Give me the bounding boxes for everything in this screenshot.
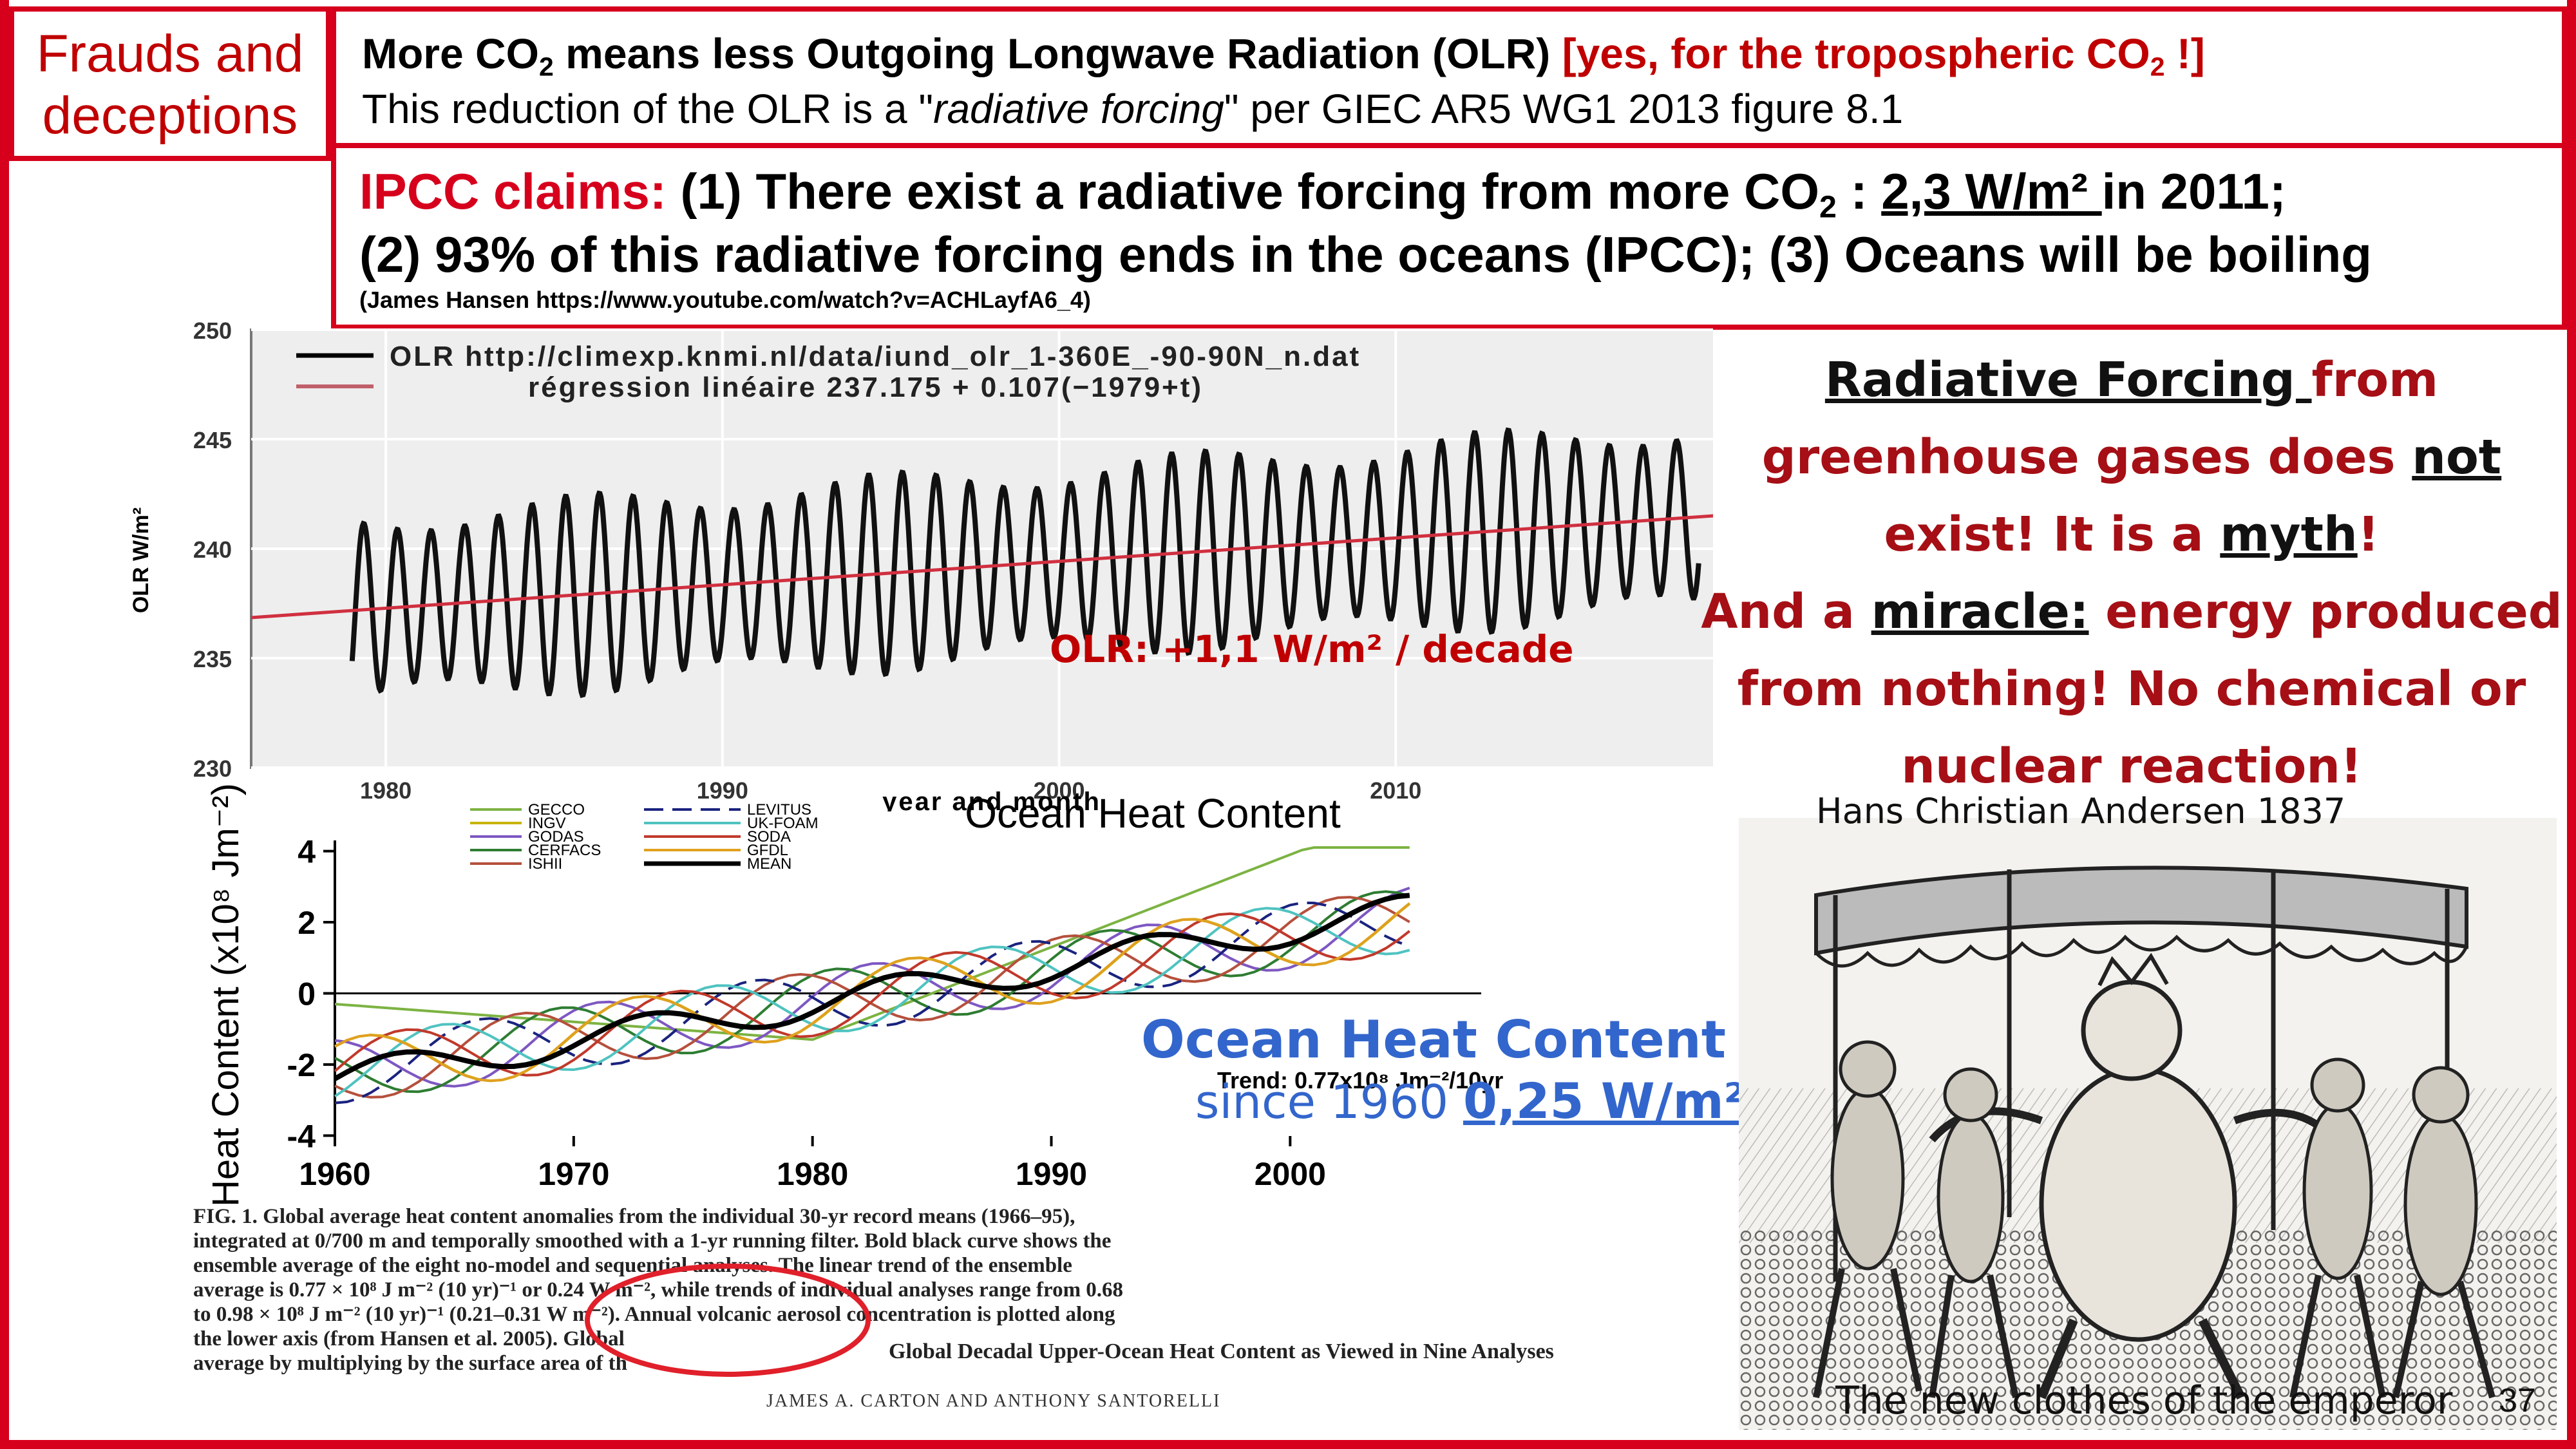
- caption-lines: FIG. 1. Global average heat content anom…: [193, 1204, 1674, 1376]
- header-line-2: This reduction of the OLR is a "radiativ…: [362, 86, 1904, 132]
- ohc-ylabel: Heat Content (x10⁸ Jm⁻²): [205, 783, 247, 1207]
- caption-line: to 0.98 × 10⁸ J m⁻² (10 yr)⁻¹ (0.21–0.31…: [193, 1303, 1115, 1326]
- ohc-legend-label: INGV: [528, 815, 566, 832]
- ipcc-claims-box: IPCC claims: (1) There exist a radiative…: [331, 143, 2567, 330]
- olr-x-tick: 1980: [360, 777, 412, 804]
- tag-line-2: deceptions: [42, 86, 298, 145]
- image-caption: The new clothes of the emperor: [1835, 1378, 2453, 1423]
- olr-y-tick: 230: [193, 755, 232, 782]
- ohc-overlay-since: since 1960 0,25 W/m²: [1195, 1072, 1745, 1130]
- olr-x-tick: 2010: [1370, 777, 1421, 804]
- header-box: More CO2 means less Outgoing Longwave Ra…: [331, 6, 2567, 148]
- paper-title: Global Decadal Upper-Ocean Heat Content …: [889, 1340, 1554, 1363]
- ohc-x-tick: 1960: [299, 1156, 370, 1192]
- page-number: 37: [2499, 1382, 2536, 1419]
- header-red-note: [yes, for the tropospheric CO2 !]: [1562, 30, 2205, 82]
- ohc-series-uk-foam: [334, 907, 1410, 1098]
- radiative-forcing-statement: Radiative Forcing from greenhouse gases …: [1701, 352, 2562, 794]
- ohc-legend-label: GFDL: [747, 842, 788, 859]
- forcing-value: 2,3 W/m²: [1881, 163, 2102, 220]
- ohc-legend-label: LEVITUS: [747, 801, 811, 819]
- ohc-y-tick: -2: [287, 1047, 316, 1083]
- claims-label: IPCC claims:: [359, 163, 667, 220]
- image-credit: Hans Christian Andersen 1837: [1816, 791, 2346, 831]
- olr-y-tick: 245: [193, 427, 232, 453]
- ohc-legend-label: CERFACS: [528, 842, 601, 859]
- ohc-legend-label: ISHII: [528, 855, 562, 873]
- caption-line: integrated at 0/700 m and temporally smo…: [193, 1229, 1112, 1253]
- olr-series-line: [349, 427, 1701, 698]
- ohc-legend-label: UK-FOAM: [747, 815, 819, 832]
- ohc-series-cerfacs: [334, 890, 1410, 1094]
- ohc-legend-label: MEAN: [747, 855, 791, 873]
- claims-source: (James Hansen https://www.youtube.com/wa…: [359, 287, 1091, 313]
- ohc-x-tick: 1980: [777, 1156, 848, 1192]
- ohc-legend-label: GODAS: [528, 828, 584, 846]
- caption-line: ensemble average of the eight no-model a…: [193, 1254, 1072, 1277]
- caption-line: average by multiplying by the surface ar…: [193, 1352, 628, 1375]
- red-circle-annotation: [585, 1264, 871, 1377]
- claims-line-1: IPCC claims: (1) There exist a radiative…: [359, 163, 2286, 225]
- ohc-x-tick: 1970: [538, 1156, 609, 1192]
- ohc-series-ishii: [334, 896, 1410, 1099]
- olr-legend-1: OLR http://climexp.knmi.nl/data/iund_olr…: [390, 341, 1361, 372]
- ohc-y-tick: 0: [298, 976, 316, 1012]
- ohc-overlay-value: 0,25 W/m²: [1463, 1072, 1745, 1130]
- ohc-series-mean: [334, 893, 1410, 1081]
- olr-y-tick: 235: [193, 646, 232, 672]
- ohc-title: Ocean Heat Content: [965, 790, 1341, 837]
- emperor-illustration: [1739, 818, 2557, 1430]
- ohc-chart: Ocean Heat Content GECCOINGVGODASCERFACS…: [205, 783, 1503, 1207]
- olr-trend-note: OLR: +1,1 W/m² / decade: [1050, 627, 1574, 671]
- ohc-overlay: Ocean Heat Content since 1960 0,25 W/m²: [1133, 1008, 1745, 1131]
- olr-x-tick: 2000: [1033, 777, 1084, 804]
- header-line-1: More CO2 means less Outgoing Longwave Ra…: [362, 30, 2205, 82]
- ohc-y-tick: 4: [298, 834, 316, 870]
- olr-y-tick-labels: 250 245 240 235 230: [193, 317, 232, 782]
- ohc-y-tick: -4: [287, 1118, 316, 1154]
- olr-legend-2: régression linéaire 237.175 + 0.107(−197…: [528, 372, 1203, 403]
- ohc-series-gfdl: [334, 902, 1411, 1083]
- claims-line-2: (2) 93% of this radiative forcing ends i…: [359, 226, 2372, 283]
- tag-line-1: Frauds and: [36, 24, 304, 83]
- olr-y-tick: 250: [193, 317, 232, 344]
- caption-line: the lower axis (from Hansen et al. 2005)…: [193, 1327, 625, 1350]
- category-tag: Frauds and deceptions: [9, 6, 331, 161]
- ohc-series-gecco: [334, 846, 1410, 1041]
- olr-x-tick-labels: 1980 1990 2000 2010: [360, 777, 1421, 804]
- caption-line: FIG. 1. Global average heat content anom…: [193, 1205, 1075, 1228]
- olr-ylabel: OLR W/m²: [129, 507, 153, 613]
- ohc-series-godas: [334, 886, 1410, 1088]
- ohc-overlay-title: Ocean Heat Content: [1141, 1010, 1726, 1070]
- ohc-series-group: [334, 846, 1411, 1104]
- olr-regression-line: [251, 514, 1713, 620]
- olr-xlabel: year and month: [882, 788, 1101, 811]
- ohc-y-tick: 2: [298, 905, 316, 941]
- caption-line: average is 0.77 × 10⁸ J m⁻² (10 yr)⁻¹ or…: [193, 1278, 1124, 1302]
- olr-y-tick: 240: [193, 536, 232, 563]
- ohc-legend-label: SODA: [747, 828, 791, 846]
- paper-caption: FIG. 1. Global average heat content anom…: [193, 1204, 1674, 1376]
- ohc-x-tick: 1990: [1016, 1156, 1087, 1192]
- ohc-trend-label: Trend: 0.77x10⁸ Jm⁻²/10yr: [1217, 1067, 1503, 1094]
- paper-authors: JAMES A. CARTON AND ANTHONY SANTORELLI: [766, 1391, 1221, 1411]
- ohc-legend-label: GECCO: [528, 801, 585, 819]
- olr-x-tick: 1990: [697, 777, 748, 804]
- ohc-series-soda: [334, 912, 1411, 1077]
- ohc-x-tick: 2000: [1255, 1156, 1326, 1192]
- olr-chart: 250 245 240 235 230 1980 1990 2000 2010 OLR htt…: [129, 317, 1713, 811]
